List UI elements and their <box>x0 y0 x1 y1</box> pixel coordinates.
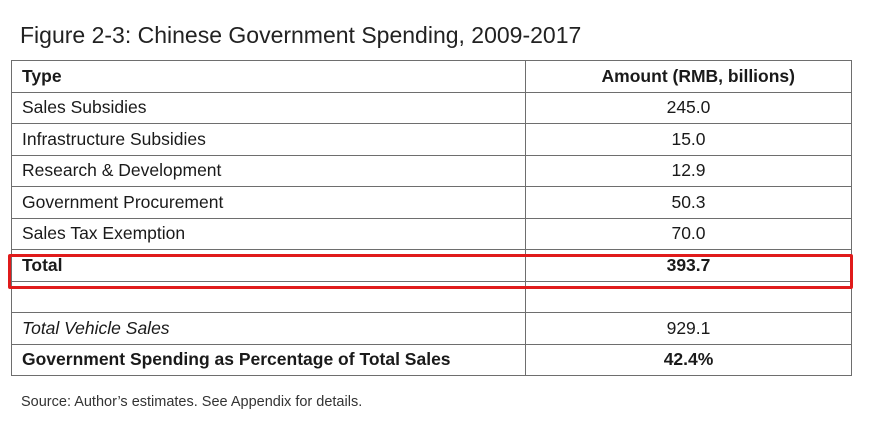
source-note: Source: Author’s estimates. See Appendix… <box>21 394 363 410</box>
table-header-row: Type Amount (RMB, billions) <box>11 60 852 93</box>
total-amount: 393.7 <box>525 249 852 282</box>
table-row: Sales Subsidies 245.0 <box>11 91 852 124</box>
spacer-cell <box>525 280 852 313</box>
percentage-amount: 42.4% <box>525 343 852 376</box>
row-type-cell: Sales Subsidies <box>11 91 526 124</box>
row-amount-cell: 50.3 <box>525 186 852 219</box>
total-row: Total 393.7 <box>11 249 852 282</box>
header-type: Type <box>11 60 526 93</box>
row-amount-cell: 12.9 <box>525 154 852 187</box>
table-row: Government Procurement 50.3 <box>11 186 852 219</box>
row-type-cell: Research & Development <box>11 154 526 187</box>
vehicle-sales-amount: 929.1 <box>525 312 852 345</box>
table-row: Research & Development 12.9 <box>11 154 852 187</box>
spending-table: Type Amount (RMB, billions) Sales Subsid… <box>11 60 852 376</box>
figure-title: Figure 2-3: Chinese Government Spending,… <box>20 22 582 48</box>
row-amount-cell: 70.0 <box>525 217 852 250</box>
percentage-row: Government Spending as Percentage of Tot… <box>11 343 852 376</box>
vehicle-sales-label: Total Vehicle Sales <box>11 312 526 345</box>
table-row: Infrastructure Subsidies 15.0 <box>11 123 852 156</box>
row-type-cell: Infrastructure Subsidies <box>11 123 526 156</box>
row-amount-cell: 15.0 <box>525 123 852 156</box>
header-amount: Amount (RMB, billions) <box>525 60 852 93</box>
spacer-cell <box>11 280 526 313</box>
row-type-cell: Sales Tax Exemption <box>11 217 526 250</box>
row-type-cell: Government Procurement <box>11 186 526 219</box>
vehicle-sales-row: Total Vehicle Sales 929.1 <box>11 312 852 345</box>
total-label: Total <box>11 249 526 282</box>
spacer-row <box>11 280 852 313</box>
row-amount-cell: 245.0 <box>525 91 852 124</box>
table-row: Sales Tax Exemption 70.0 <box>11 217 852 250</box>
percentage-label: Government Spending as Percentage of Tot… <box>11 343 526 376</box>
